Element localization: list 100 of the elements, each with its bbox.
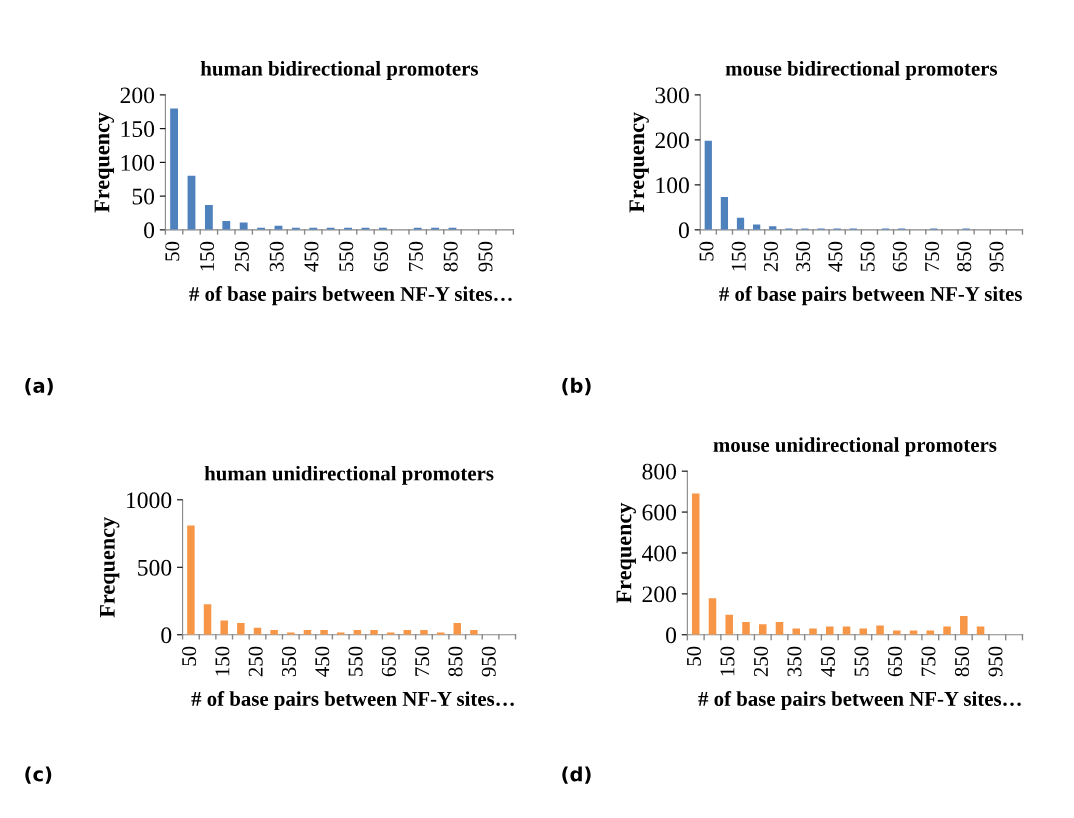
- x-tick-label: 850: [954, 646, 970, 677]
- text: (b): [562, 377, 591, 396]
- x-tick-label: 350: [787, 646, 802, 677]
- bar: [222, 221, 231, 230]
- y-tick-label: 0: [161, 627, 172, 644]
- y-tick-label: 200: [642, 586, 677, 603]
- bar: [893, 630, 901, 635]
- y-tick-label: 0: [144, 222, 155, 239]
- y-tick-label: 800: [642, 463, 677, 480]
- bar: [204, 204, 213, 230]
- bar: [270, 630, 278, 635]
- bar: [220, 620, 228, 635]
- x-tick-label: 850: [448, 646, 463, 677]
- y-tick-label: 600: [642, 504, 677, 521]
- x-tick-label: 850: [443, 241, 458, 272]
- chart-title: mouse bidirectional promoters: [725, 60, 998, 80]
- bar: [753, 224, 761, 230]
- y-tick-label: 400: [641, 545, 677, 562]
- bar: [239, 222, 248, 230]
- bar: [187, 525, 195, 635]
- x-tick-label: 550: [339, 241, 354, 272]
- x-axis-title: # of base pairs between NF-Y sites…: [698, 691, 1021, 711]
- x-tick-label: 250: [763, 241, 778, 272]
- x-tick-label: 150: [720, 646, 735, 676]
- y-tick-label: 100: [656, 177, 689, 194]
- x-tick-label: 950: [481, 646, 496, 677]
- bar: [725, 614, 734, 635]
- y-tick-label: 200: [655, 132, 689, 149]
- y-tick-label: 1000: [127, 492, 172, 509]
- x-tick-label: 150: [200, 241, 215, 271]
- x-tick-label: 50: [699, 241, 714, 261]
- text: (a): [25, 377, 53, 396]
- bar: [960, 615, 968, 635]
- y-tick-label: 150: [121, 121, 155, 138]
- x-tick-label: 450: [828, 241, 843, 272]
- text: (d): [562, 766, 591, 784]
- x-tick-label: 950: [989, 241, 1004, 272]
- bar: [470, 630, 478, 635]
- x-tick-label: 950: [988, 646, 1003, 677]
- bar: [943, 626, 951, 635]
- x-axis-title: # of base pairs between NF-Y sites…: [189, 286, 512, 306]
- bar: [237, 623, 245, 635]
- bar: [792, 628, 801, 635]
- x-tick-label: 750: [921, 646, 936, 676]
- x-tick-label: 250: [753, 646, 768, 677]
- y-axis-title: Frequency: [94, 112, 115, 213]
- x-tick-label: 250: [248, 646, 263, 677]
- y-tick-label: 100: [121, 154, 155, 171]
- bar: [320, 630, 328, 635]
- x-tick-label: 650: [887, 646, 902, 677]
- bar: [170, 108, 179, 230]
- bar: [691, 493, 700, 635]
- x-tick-label: 550: [348, 646, 363, 676]
- bar: [203, 604, 212, 635]
- x-axis-title: # of base pairs between NF-Y sites: [719, 286, 1022, 306]
- text: (c): [25, 766, 52, 784]
- x-tick-label: 650: [374, 241, 389, 272]
- y-tick-label: 50: [132, 188, 155, 205]
- x-tick-label: 650: [892, 241, 907, 272]
- x-tick-label: 150: [731, 241, 746, 271]
- chart-title: human unidirectional promoters: [204, 465, 494, 485]
- bar: [758, 624, 767, 635]
- x-axis-title: # of base pairs between NF-Y sites…: [191, 691, 514, 711]
- chart-title: human bidirectional promoters: [200, 60, 478, 80]
- bar: [704, 140, 712, 230]
- bar: [876, 625, 884, 635]
- y-axis-title: Frequency: [100, 517, 120, 618]
- x-tick-label: 850: [957, 241, 972, 272]
- x-tick-label: 350: [269, 241, 284, 272]
- y-tick-label: 200: [120, 87, 155, 104]
- x-tick-label: 450: [315, 646, 330, 677]
- x-tick-label: 50: [182, 646, 197, 666]
- x-tick-label: 750: [408, 241, 423, 271]
- bar: [708, 598, 717, 635]
- y-tick-label: 300: [655, 87, 689, 104]
- bar: [287, 632, 295, 635]
- x-tick-label: 450: [304, 241, 319, 272]
- bar: [370, 630, 378, 635]
- bar: [742, 622, 750, 635]
- chart-title: mouse unidirectional promoters: [713, 437, 997, 457]
- x-tick-label: 750: [415, 646, 430, 676]
- bar: [809, 628, 817, 635]
- x-tick-label: 150: [215, 646, 230, 676]
- x-tick-label: 550: [854, 646, 869, 676]
- x-tick-label: 350: [281, 646, 296, 677]
- x-tick-label: 550: [860, 241, 875, 272]
- y-tick-label: 0: [666, 627, 677, 644]
- x-tick-label: 950: [478, 241, 493, 272]
- x-tick-label: 250: [234, 241, 249, 272]
- y-axis-title: Frequency: [616, 502, 636, 603]
- y-tick-label: 0: [678, 222, 689, 239]
- x-tick-label: 450: [820, 646, 835, 677]
- bar: [720, 197, 729, 230]
- x-tick-label: 350: [796, 241, 811, 272]
- bar: [826, 626, 834, 635]
- x-tick-label: 750: [925, 241, 940, 271]
- y-tick-label: 500: [138, 559, 172, 576]
- y-axis-title: Frequency: [629, 112, 649, 213]
- x-tick-label: 650: [381, 646, 396, 677]
- bar: [420, 630, 428, 635]
